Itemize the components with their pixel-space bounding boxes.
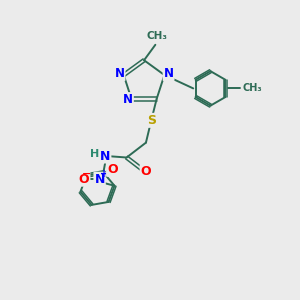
Text: N: N <box>100 149 110 163</box>
Text: CH₃: CH₃ <box>146 31 167 41</box>
Text: −: − <box>82 169 91 179</box>
Text: S: S <box>147 114 156 127</box>
Text: CH₃: CH₃ <box>243 83 262 93</box>
Text: N: N <box>123 93 133 106</box>
Text: N: N <box>115 67 124 80</box>
Text: O: O <box>79 173 89 186</box>
Text: O: O <box>141 165 151 178</box>
Text: N: N <box>164 67 174 80</box>
Text: N: N <box>94 173 105 186</box>
Text: O: O <box>107 163 118 176</box>
Text: H: H <box>90 148 99 159</box>
Text: +: + <box>100 169 108 179</box>
